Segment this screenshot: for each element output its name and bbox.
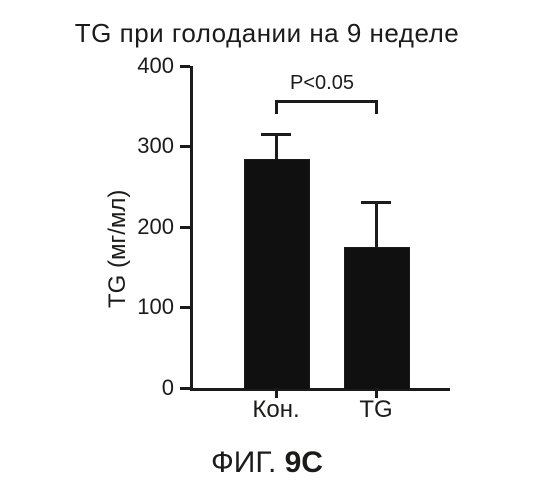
y-tick-label: 100: [137, 294, 174, 320]
y-tick-label: 200: [137, 214, 174, 240]
x-axis: [190, 388, 450, 391]
caption-bold: 9C: [285, 446, 323, 479]
p-value-label: P<0.05: [290, 72, 354, 95]
error-bar: [275, 134, 278, 158]
figure-container: TG при голодании на 9 неделе TG (мг/мл) …: [0, 0, 534, 500]
x-category-label: TG: [326, 396, 426, 424]
x-category-label: Кон.: [226, 396, 326, 424]
figure-caption: ФИГ. 9C: [0, 446, 534, 480]
y-tick: [180, 145, 190, 148]
p-bracket: [276, 100, 376, 103]
bar: [244, 159, 310, 390]
p-bracket-drop: [375, 100, 378, 114]
y-axis-label: TG (мг/мл): [104, 190, 132, 308]
error-cap: [361, 201, 391, 204]
y-tick: [180, 306, 190, 309]
caption-prefix: ФИГ.: [211, 446, 285, 479]
bar: [344, 247, 410, 390]
error-bar: [375, 203, 378, 247]
y-tick: [180, 387, 190, 390]
y-tick-label: 300: [137, 133, 174, 159]
error-cap: [261, 133, 291, 136]
y-tick: [180, 226, 190, 229]
y-tick-label: 0: [162, 375, 174, 401]
y-tick-label: 400: [137, 53, 174, 79]
chart-title: TG при голодании на 9 неделе: [0, 18, 534, 49]
y-axis: [190, 66, 193, 388]
y-tick: [180, 65, 190, 68]
p-bracket-drop: [275, 100, 278, 114]
